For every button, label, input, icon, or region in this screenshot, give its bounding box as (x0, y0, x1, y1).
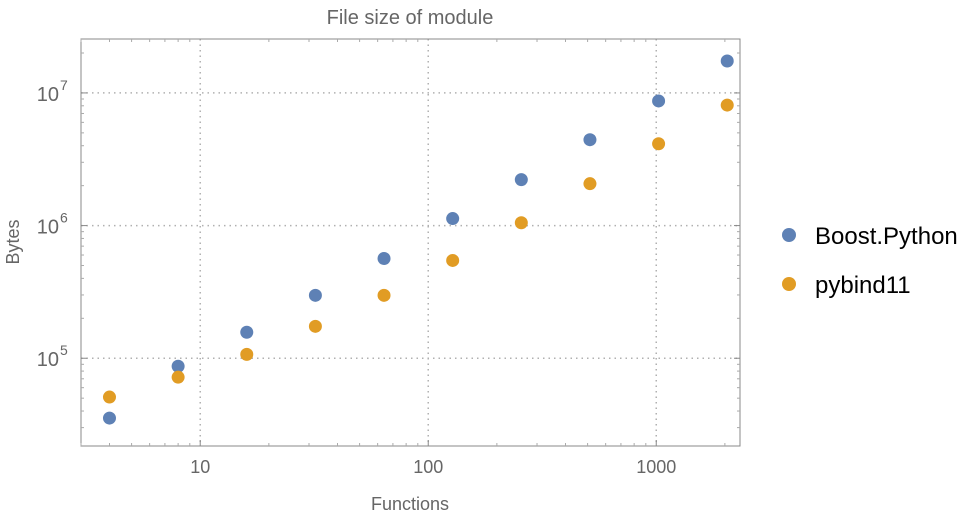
legend-label: pybind11 (815, 272, 911, 299)
legend-marker (782, 228, 796, 242)
data-point-pybind11 (240, 347, 254, 361)
data-point-boost-python (514, 173, 528, 187)
legend-marker (782, 277, 796, 291)
y-tick-exponent: 7 (60, 77, 68, 93)
data-point-pybind11 (583, 177, 597, 191)
grid (81, 39, 740, 446)
data-point-pybind11 (446, 253, 460, 267)
x-tick-label: 100 (413, 457, 443, 477)
data-point-pybind11 (720, 98, 734, 112)
data-point-boost-python (308, 288, 322, 302)
data-point-boost-python (583, 133, 597, 147)
legend-label: Boost.Python (815, 223, 958, 250)
data-point-pybind11 (652, 137, 666, 151)
chart-title: File size of module (327, 7, 494, 29)
data-point-boost-python (446, 212, 460, 226)
legend: Boost.Python pybind11 (782, 223, 958, 299)
data-point-boost-python (652, 94, 666, 108)
x-tick-label: 1000 (636, 457, 676, 477)
data-point-boost-python (720, 54, 734, 68)
x-axis-label: Functions (371, 494, 449, 513)
plot-frame (80, 38, 741, 447)
data-point-boost-python (171, 359, 185, 373)
y-axis-label: Bytes (3, 219, 23, 264)
data-point-pybind11 (514, 216, 528, 230)
x-tick-label: 10 (190, 457, 210, 477)
data-point-boost-python (102, 411, 116, 425)
data-point-pybind11 (308, 319, 322, 333)
data-point-pybind11 (171, 370, 185, 384)
data-point-boost-python (240, 325, 254, 339)
y-tick-label: 10 (37, 217, 59, 239)
y-tick-exponent: 5 (60, 342, 68, 358)
data-point-pybind11 (377, 288, 391, 302)
data-point-pybind11 (102, 390, 116, 404)
y-tick-label: 10 (37, 349, 59, 371)
data-point-boost-python (377, 251, 391, 265)
data-points (102, 54, 734, 425)
y-tick-exponent: 6 (60, 210, 68, 226)
y-tick-label: 10 (37, 84, 59, 106)
